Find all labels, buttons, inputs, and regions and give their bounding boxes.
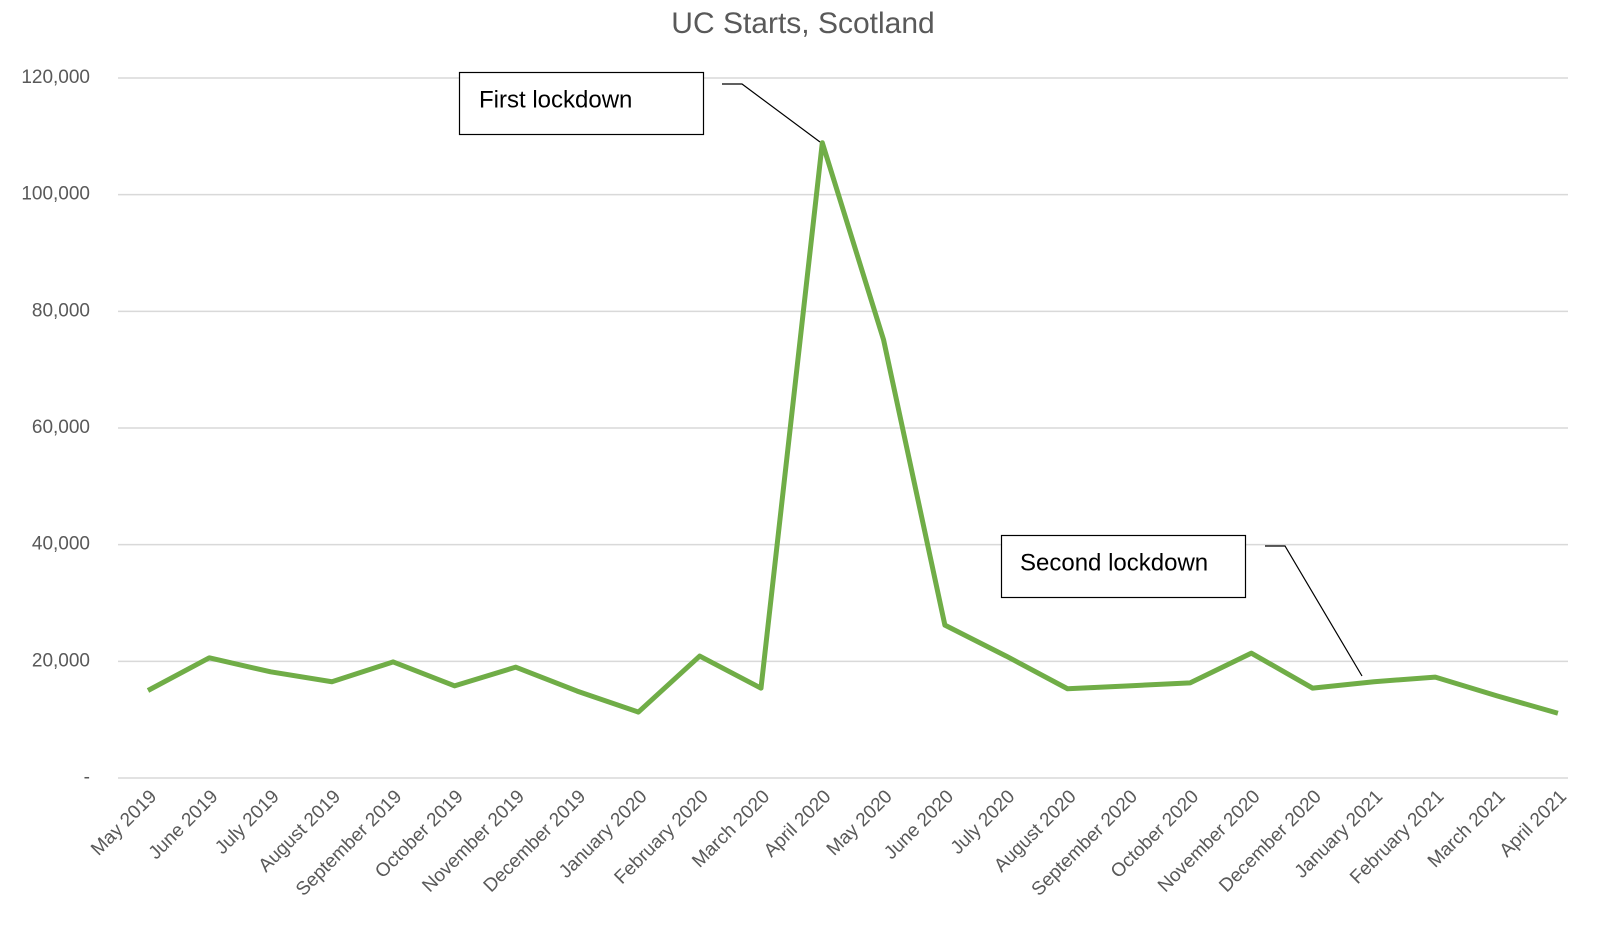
line-series: [146, 140, 1559, 716]
y-tick-label: -: [84, 767, 90, 788]
callout-line: [722, 83, 821, 143]
annotation: Second lockdown: [1020, 549, 1208, 576]
y-tick-label: 40,000: [32, 534, 90, 555]
x-tick-label: April 2021: [1496, 786, 1571, 861]
x-tick-label: September 2019: [292, 786, 406, 900]
y-tick-label: 100,000: [21, 184, 90, 205]
x-tick-label: April 2020: [760, 786, 835, 861]
y-tick-label: 20,000: [32, 650, 90, 671]
x-tick-label: September 2020: [1028, 786, 1142, 900]
y-tick-label: 120,000: [21, 67, 90, 88]
annotation-box: [458, 71, 705, 136]
annotation-box: [1000, 534, 1247, 599]
chart-title: UC Starts, Scotland: [671, 7, 934, 40]
callout-line: [1265, 545, 1363, 677]
y-tick-label: 60,000: [32, 417, 90, 438]
y-tick-label: 80,000: [32, 300, 90, 321]
annotation: First lockdown: [479, 86, 632, 113]
